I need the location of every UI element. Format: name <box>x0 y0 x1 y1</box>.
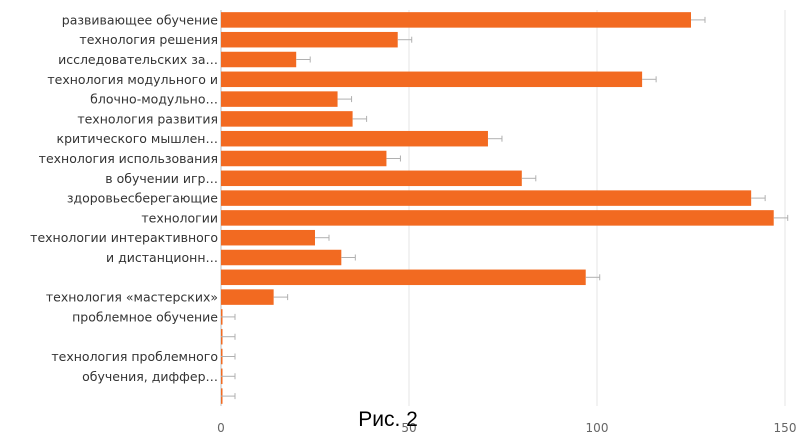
bar <box>221 249 342 266</box>
category-label: технологии интерактивного <box>30 230 218 245</box>
bar <box>221 269 586 286</box>
category-label: технология развития <box>77 111 218 126</box>
bars <box>221 12 789 404</box>
category-label: исследовательских за… <box>58 52 218 67</box>
category-label: развивающее обучение <box>62 12 219 27</box>
bar <box>221 111 353 127</box>
category-labels: развивающее обучение технология решения ис… <box>30 12 218 383</box>
bar <box>221 31 398 48</box>
bar <box>221 150 387 167</box>
x-tick-label: 150 <box>774 421 797 435</box>
x-tick-labels: 0 50 100 150 <box>217 421 796 435</box>
bar <box>221 130 488 147</box>
category-label: блочно-модульно… <box>90 92 218 107</box>
bar <box>221 12 691 28</box>
x-tick-label: 100 <box>586 421 609 435</box>
category-label: технологии <box>141 210 218 225</box>
category-label: проблемное обучение <box>72 309 218 324</box>
bar <box>221 51 297 68</box>
bar <box>221 289 274 305</box>
category-label: критического мышлен… <box>57 131 218 146</box>
bar <box>221 190 752 206</box>
category-label: технология проблемного <box>51 349 218 364</box>
figure-caption: Рис. 2 <box>358 408 418 431</box>
category-label: технология «мастерских» <box>46 290 218 305</box>
grid-lines <box>220 10 786 406</box>
bar <box>221 229 315 246</box>
x-tick-label: 0 <box>217 421 225 435</box>
category-label: обучения, диффер… <box>82 369 218 384</box>
category-label: технология решения <box>79 32 218 47</box>
bar <box>221 210 774 226</box>
x-tick-label: 50 <box>401 421 416 435</box>
category-label: и дистанционн… <box>106 250 218 265</box>
bar <box>221 91 338 107</box>
category-label: технология модульного и <box>47 72 218 87</box>
category-label: здоровьесберегающие <box>67 191 218 206</box>
category-label: в обучении игр… <box>105 171 218 186</box>
category-label: технология использования <box>39 151 218 166</box>
bar <box>221 71 643 88</box>
bar <box>221 170 522 187</box>
